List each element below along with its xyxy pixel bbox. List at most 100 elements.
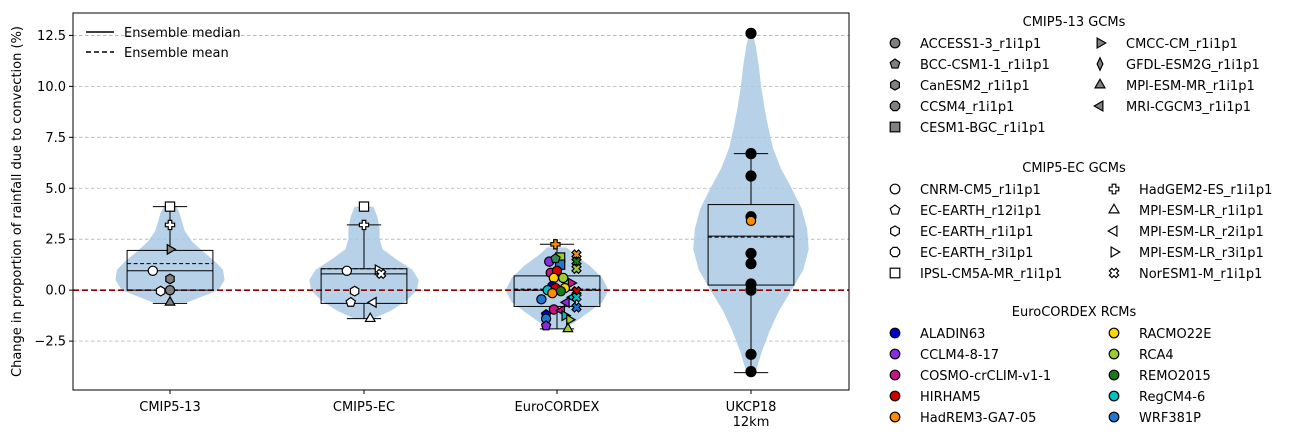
data-point xyxy=(164,284,176,296)
legend-marker xyxy=(1107,224,1118,238)
data-point xyxy=(745,366,757,378)
legend-marker xyxy=(1108,327,1120,339)
legend-group-title: CMIP5-EC GCMs xyxy=(1022,161,1126,176)
data-point xyxy=(555,285,567,297)
data-point xyxy=(358,201,370,212)
legend-item-label: RCA4 xyxy=(1139,348,1174,363)
data-point xyxy=(164,295,176,306)
data-point xyxy=(571,263,582,275)
legend-item-label: MPI-ESM-LR_r3i1p1 xyxy=(1139,246,1264,261)
legend-marker xyxy=(1108,183,1120,195)
legend-marker xyxy=(1096,56,1104,72)
legend-marker xyxy=(889,369,901,381)
y-tick-label: 12.5 xyxy=(37,29,66,44)
legend-item-label: CESM1-BGC_r1i1p1 xyxy=(920,121,1046,136)
legend-marker xyxy=(889,246,901,258)
legend-item-label: BCC-CSM1-1_r1i1p1 xyxy=(920,58,1050,73)
legend-marker xyxy=(1108,390,1120,402)
legend-item-label: RACMO22E xyxy=(1139,327,1211,342)
data-point xyxy=(745,170,757,182)
legend-item-label: REMO2015 xyxy=(1139,369,1211,384)
legend-item-label: MRI-CGCM3_r1i1p1 xyxy=(1126,100,1251,115)
data-point xyxy=(562,322,574,333)
data-point xyxy=(540,320,552,331)
legend-marker xyxy=(1108,267,1120,279)
legend-item-label: ALADIN63 xyxy=(920,327,985,342)
legend-area: CMIP5-13 GCMs ACCESS1-3_r1i1p1 BCC-CSM1-1_… xyxy=(889,15,1272,426)
y-tick-label: 5.0 xyxy=(45,182,66,197)
legend-marker xyxy=(1093,99,1104,113)
legend-item-label: EC-EARTH_r12i1p1 xyxy=(920,204,1042,219)
legend-item-label: COSMO-crCLIM-v1-1 xyxy=(920,369,1051,384)
legend-marker xyxy=(889,183,901,195)
data-point xyxy=(567,277,578,289)
data-point xyxy=(745,348,757,360)
data-point xyxy=(745,148,757,160)
legend-marker xyxy=(889,411,901,423)
data-point xyxy=(550,252,561,264)
legend-item-label: HadREM3-GA7-05 xyxy=(920,411,1036,426)
legend-marker xyxy=(1108,369,1120,381)
data-point xyxy=(375,268,387,280)
legend-group-title: EuroCORDEX RCMs xyxy=(1012,305,1137,320)
data-point xyxy=(147,265,159,276)
data-point xyxy=(558,272,569,284)
x-tick-label: CMIP5-EC xyxy=(333,400,395,415)
legend-marker xyxy=(890,79,900,91)
legend-marker xyxy=(889,58,901,69)
legend-marker xyxy=(1093,78,1107,89)
x-tick-label: CMIP5-13 xyxy=(139,400,200,415)
y-tick-label: −2.5 xyxy=(34,335,66,350)
data-point xyxy=(165,273,175,285)
legend-item-label: CCLM4-8-17 xyxy=(920,348,999,363)
legend-item-label: HadGEM2-ES_r1i1p1 xyxy=(1139,183,1272,198)
legend-item-label: IPSL-CM5A-MR_r1i1p1 xyxy=(920,267,1062,282)
data-point xyxy=(364,311,377,323)
legend-item-label: WRF381P xyxy=(1139,411,1201,426)
line-legend-label: Ensemble mean xyxy=(124,46,229,61)
x-tick-label: EuroCORDEX xyxy=(515,400,600,415)
legend-marker xyxy=(1096,36,1107,50)
axes-frame xyxy=(72,12,850,391)
legend-group-title: CMIP5-13 GCMs xyxy=(1023,15,1126,30)
legend-item-label: CanESM2_r1i1p1 xyxy=(920,79,1030,94)
legend-marker xyxy=(1110,245,1121,259)
data-point xyxy=(164,201,176,212)
data-point xyxy=(745,215,757,227)
legend-marker xyxy=(889,204,901,215)
y-tick-label: 2.5 xyxy=(45,233,66,248)
data-point xyxy=(358,219,370,231)
legend-marker xyxy=(889,390,901,402)
legend-marker xyxy=(889,37,901,49)
data-point xyxy=(166,243,177,256)
legend-item-label: MPI-ESM-LR_r2i1p1 xyxy=(1139,225,1264,240)
data-point xyxy=(571,291,582,303)
x-tick-label: 12km xyxy=(733,415,770,430)
y-tick-label: 10.0 xyxy=(37,80,66,95)
legend-marker xyxy=(1108,348,1120,360)
x-tick-label: UKCP18 xyxy=(726,400,777,415)
data-point xyxy=(547,288,558,299)
legend-item-label: RegCM4-6 xyxy=(1139,390,1205,405)
legend-item-label: MPI-ESM-LR_r1i1p1 xyxy=(1139,204,1264,219)
y-axis-label: Change in proportion of rainfall due to … xyxy=(10,26,25,377)
y-tick-label: 0.0 xyxy=(45,284,66,299)
plot-area: −2.5 0.0 2.5 5.0 7.5 10.0 12.5 CMIP5-13 CMIP5-EC… xyxy=(10,12,850,430)
legend-item-label: NorESM1-M_r1i1p1 xyxy=(1139,267,1262,282)
data-point xyxy=(745,247,757,260)
data-point xyxy=(349,285,360,297)
legend-item-label: CMCC-CM_r1i1p1 xyxy=(1126,37,1238,52)
legend-item-label: MPI-ESM-MR_r1i1p1 xyxy=(1126,79,1255,94)
data-point xyxy=(164,219,176,231)
legend-item-label: GFDL-ESM2G_r1i1p1 xyxy=(1126,58,1260,73)
y-tick-label: 7.5 xyxy=(45,131,66,146)
data-point xyxy=(155,285,166,297)
data-point xyxy=(536,294,547,305)
data-point xyxy=(571,302,582,313)
legend-marker xyxy=(889,327,901,339)
legend-marker xyxy=(890,225,900,237)
legend-item-label: EC-EARTH_r1i1p1 xyxy=(920,225,1033,240)
violin-body xyxy=(115,206,225,303)
data-point xyxy=(745,27,757,39)
